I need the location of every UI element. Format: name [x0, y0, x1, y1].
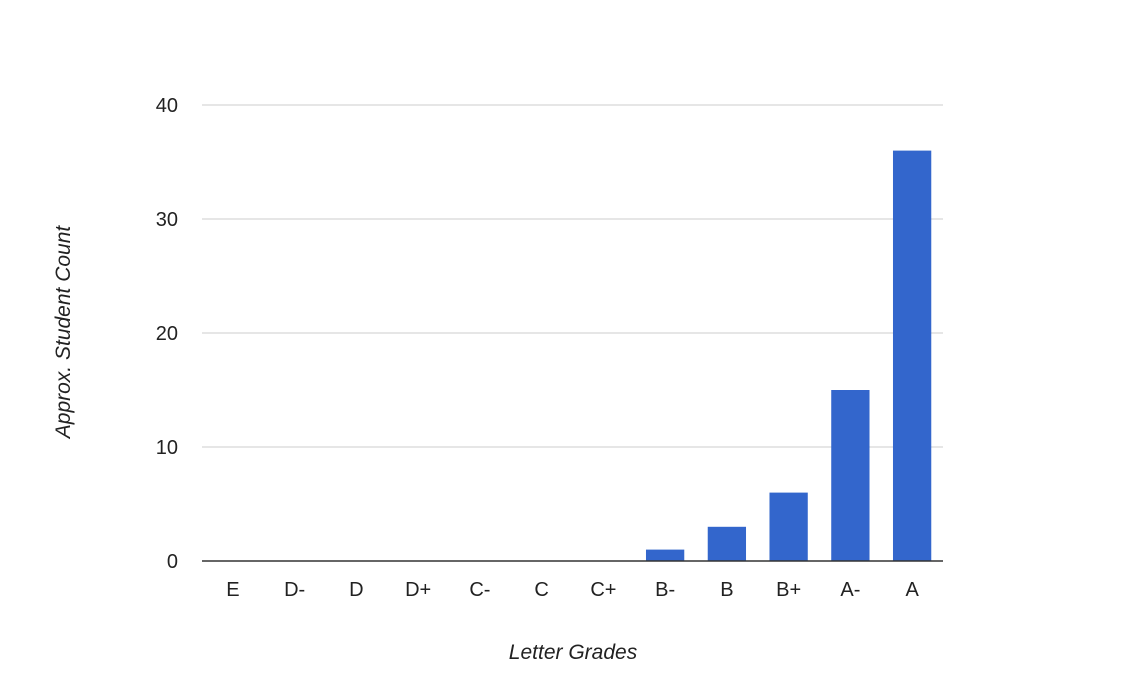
bars — [645, 150, 932, 561]
x-axis-ticks: E D- D D+ C- C C+ B- B B+ A- A — [226, 579, 919, 601]
bar-b-minus — [645, 549, 685, 561]
x-tick-label: A — [905, 579, 919, 601]
x-tick-label: B- — [655, 579, 675, 601]
x-tick-label: D- — [284, 579, 305, 601]
x-axis-title: Letter Grades — [509, 641, 638, 664]
y-axis-title: Approx. Student Count — [52, 225, 75, 441]
y-axis-ticks: 0 10 20 30 40 — [156, 95, 178, 573]
y-tick-label: 20 — [156, 323, 178, 345]
x-tick-label: D — [349, 579, 363, 601]
y-tick-label: 0 — [167, 551, 178, 573]
bar-b-plus — [769, 492, 808, 561]
y-tick-label: 40 — [156, 95, 178, 117]
bar-a — [892, 150, 932, 561]
bar-b — [707, 526, 747, 561]
y-tick-label: 30 — [156, 209, 178, 231]
x-tick-label: C- — [469, 579, 490, 601]
y-tick-label: 10 — [156, 437, 178, 459]
x-tick-label: B+ — [776, 579, 801, 601]
gridlines — [202, 104, 943, 448]
bar-a-minus — [831, 390, 870, 561]
x-tick-label: E — [226, 579, 239, 601]
x-tick-label: D+ — [405, 579, 431, 601]
x-tick-label: A- — [840, 579, 860, 601]
x-tick-label: B — [720, 579, 733, 601]
x-tick-label: C — [534, 579, 548, 601]
x-tick-label: C+ — [590, 579, 616, 601]
